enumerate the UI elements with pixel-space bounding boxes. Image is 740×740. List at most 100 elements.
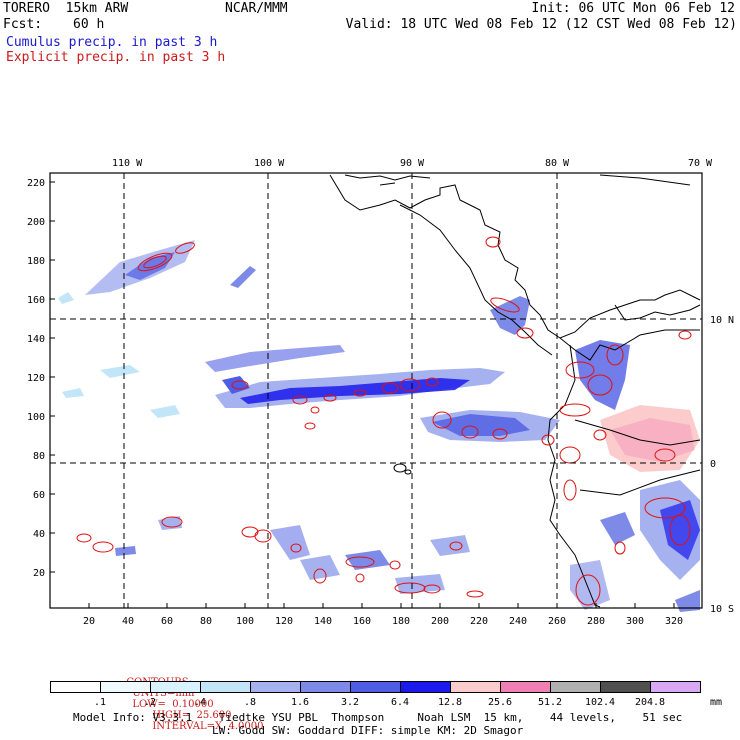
legend-label: 3.2 [340,697,360,708]
precip-area [125,252,175,280]
galapagos-islands [393,463,407,473]
lat-label-10n: 10 N [710,315,734,326]
lat-lon-grid [50,173,702,608]
axis-ticks [50,181,675,608]
model-info-line: Model Info: V3.3.1 Tiedtke YSU PBL Thomp… [73,711,683,724]
x-label: 260 [548,616,566,627]
precip-contour [310,406,320,414]
precip-contour [593,429,607,441]
precip-area [222,376,250,394]
precip-contour [353,389,367,397]
precip-contour [345,556,375,568]
contours-high: HIGH= 25.600 [152,710,232,721]
precip-contour [304,422,316,430]
model-title: TORERO 15km ARW [3,1,129,16]
y-axis-labels: 20 40 60 80 100 120 140 160 180 200 220 [27,178,45,579]
precip-contour [492,428,508,440]
legend-swatch [350,681,401,693]
lon-label-100w: 100 W [254,158,285,169]
precip-contour [461,425,479,439]
legend-label: 12.8 [437,697,463,708]
precip-area [230,266,256,288]
legend-swatch [500,681,551,693]
x-label: 100 [236,616,254,627]
x-label: 320 [665,616,683,627]
precip-contour [485,236,501,248]
country-borders [559,329,701,496]
latitude-labels: 10 N 0 10 S [710,315,734,615]
y-label: 180 [27,256,45,267]
legend-swatch [150,681,201,693]
precip-contour [175,242,195,254]
x-label: 80 [200,616,212,627]
precip-contour [143,255,167,269]
precip-contour [565,361,595,379]
precip-contour [559,403,591,417]
precip-contour [355,573,365,583]
lat-label-0: 0 [710,459,716,470]
x-label: 200 [431,616,449,627]
x-label: 40 [122,616,134,627]
y-label: 60 [33,490,45,501]
cumulus-precip-label: Cumulus precip. in past 3 h [6,35,218,50]
coastline-venezuela [614,304,701,321]
precip-contour [678,330,692,340]
legend-swatch [450,681,501,693]
precip-area [490,296,530,335]
precip-contour [654,448,676,462]
y-label: 100 [27,412,45,423]
legend-label: 25.6 [487,697,513,708]
precip-contour [161,516,183,528]
precip-contour [313,568,327,584]
precip-contour [466,590,484,598]
legend-swatch [200,681,251,693]
legend-unit: mm [709,697,723,708]
coastline-gulf [344,174,431,181]
precip-contour [394,582,426,594]
legend-label: .2 [143,697,157,708]
precip-contour [254,529,272,543]
contours-units: UNITS=mm [132,688,195,699]
precip-contour [425,377,439,387]
legend-swatch [300,681,351,693]
coastline-caribbean-islands [379,174,691,186]
legend-label: .8 [243,697,257,708]
precip-contour [490,297,520,313]
precip-contour [76,533,92,543]
precip-contour [541,434,555,446]
precip-contour [644,497,686,519]
precip-area [205,345,345,372]
legend-label: 1.6 [290,697,310,708]
x-axis-labels: 20 40 60 80 100 120 140 160 180 200 220 … [83,616,683,627]
precip-contour [241,526,259,538]
precip-area [270,525,310,560]
precip-contour [231,380,249,390]
x-label: 140 [314,616,332,627]
precip-area [610,418,695,462]
precip-area [58,292,74,304]
y-label: 200 [27,217,45,228]
y-label: 120 [27,373,45,384]
precip-area [115,546,136,556]
legend-label: 51.2 [537,697,563,708]
physics-info-line: LW: Godd SW: Goddard DIFF: simple KM: 2D… [212,724,524,737]
precip-contour [323,394,337,402]
forecast-label: Fcst: [3,17,43,32]
precip-contour [292,395,308,405]
longitude-labels: 110 W 100 W 90 W 80 W 70 W [112,158,713,169]
x-label: 280 [587,616,605,627]
legend-swatch [600,681,651,693]
y-label: 80 [33,451,45,462]
precip-map: 110 W 100 W 90 W 80 W 70 W [27,158,734,627]
galapagos-islands [404,469,412,475]
precip-contour [575,574,601,606]
x-label: 60 [161,616,173,627]
forecast-hour: 60 h [73,17,105,32]
map-frame [49,172,703,609]
legend-swatch [250,681,301,693]
legend-swatch [100,681,151,693]
legend-label: .1 [93,697,107,708]
legend-label: 204.8 [634,697,666,708]
precip-contour [92,541,114,553]
lat-label-10s: 10 S [710,604,734,615]
